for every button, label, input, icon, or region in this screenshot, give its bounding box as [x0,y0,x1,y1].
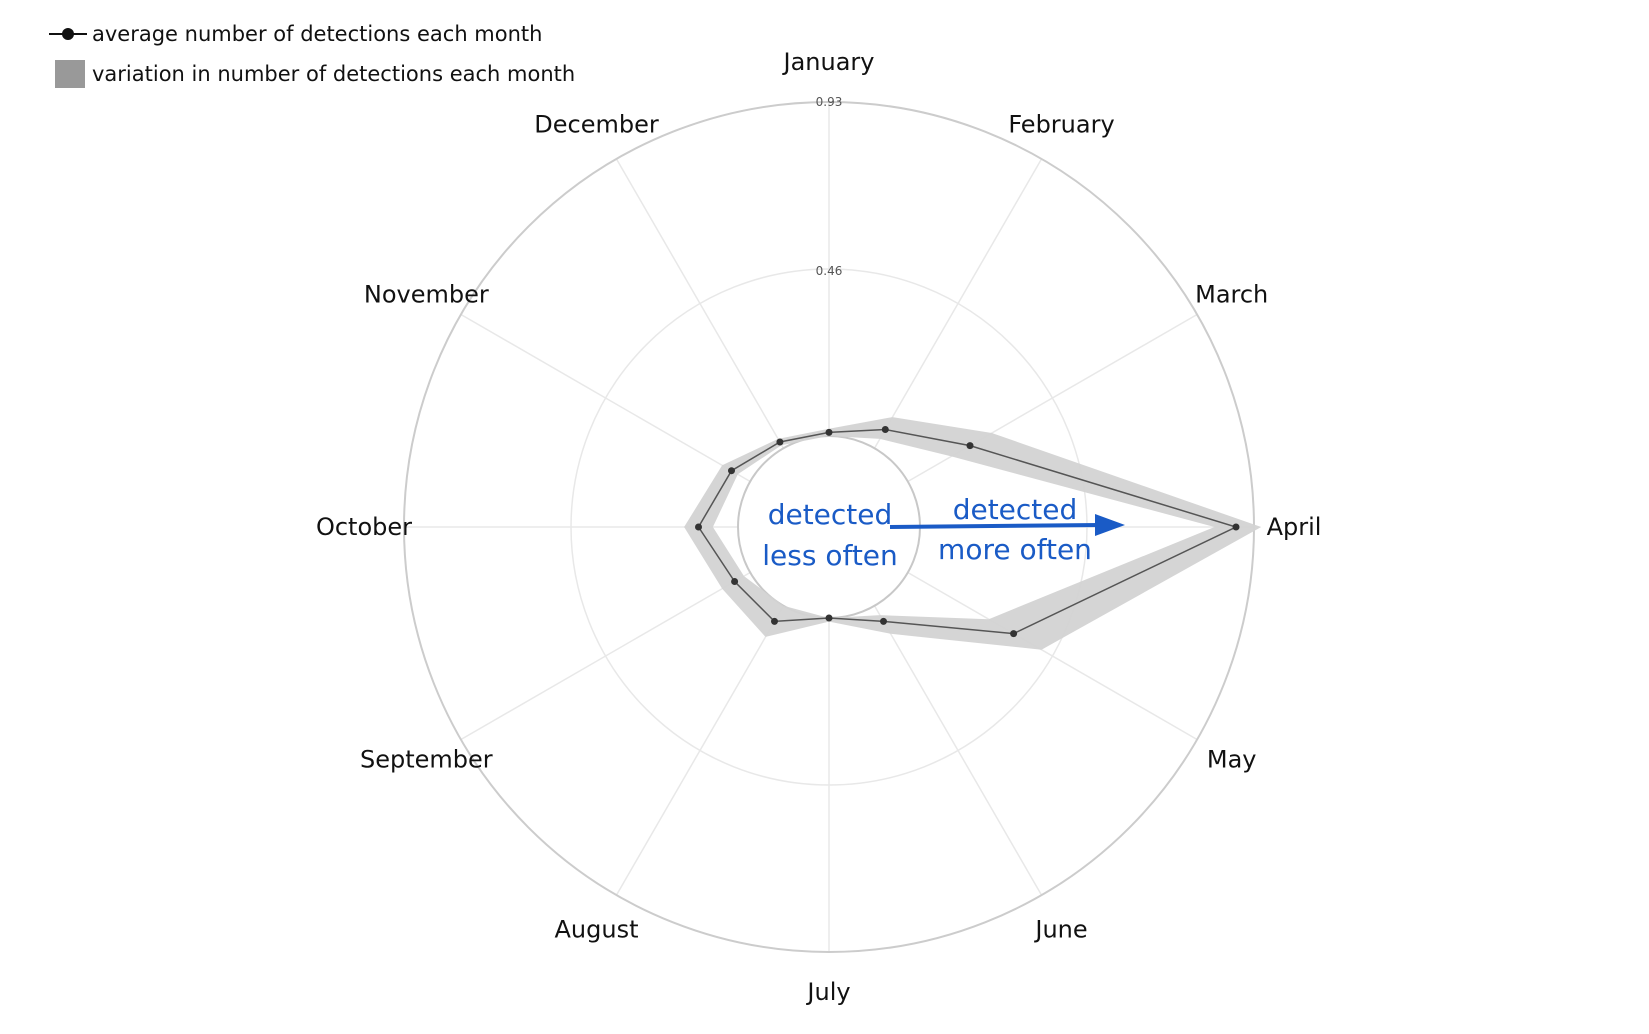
radial-tick-0.93: 0.93 [816,95,843,109]
month-label-july: July [805,978,850,1006]
month-label-november: November [364,281,489,309]
point-june [880,617,887,625]
legend-label-average: average number of detections each month [92,22,542,46]
point-august [771,617,778,625]
month-label-february: February [1008,110,1114,138]
point-december [776,438,784,446]
point-february [881,426,889,433]
point-march [966,442,974,450]
annotation-inner-line1: detected [768,498,893,531]
annotation-outer-line2: more often [938,533,1092,566]
variation-band [684,417,1262,650]
annotations: detected less often detected more often [762,493,1125,572]
legend: average number of detections each month … [49,22,575,88]
legend-label-variation: variation in number of detections each m… [92,62,575,86]
month-label-january: January [782,48,875,76]
annotation-arrow-shaft [889,523,1101,529]
legend-band-swatch [55,60,85,88]
point-july [825,614,833,622]
month-label-march: March [1195,281,1268,309]
legend-marker-swatch [62,28,74,40]
point-january [825,428,833,436]
month-label-april: April [1267,513,1322,541]
month-label-october: October [316,513,412,541]
annotation-arrow-head [1095,514,1125,536]
month-label-august: August [555,916,639,944]
point-september [731,578,739,585]
average-points [695,426,1240,638]
radial-tick-labels: 0.46 0.93 [816,95,843,278]
annotation-outer-line1: detected [953,493,1078,526]
point-november [728,467,735,475]
radial-tick-0.46: 0.46 [816,264,843,278]
month-label-june: June [1033,916,1087,944]
variation-band-area [684,417,1262,650]
annotation-inner-line2: less often [762,539,898,572]
month-label-may: May [1207,746,1257,774]
month-label-september: September [360,746,493,774]
point-may [1010,630,1018,638]
point-april [1232,523,1240,531]
month-label-december: December [534,110,659,138]
month-labels: January February March April May June July Augu… [316,48,1321,1006]
point-october [695,523,702,531]
